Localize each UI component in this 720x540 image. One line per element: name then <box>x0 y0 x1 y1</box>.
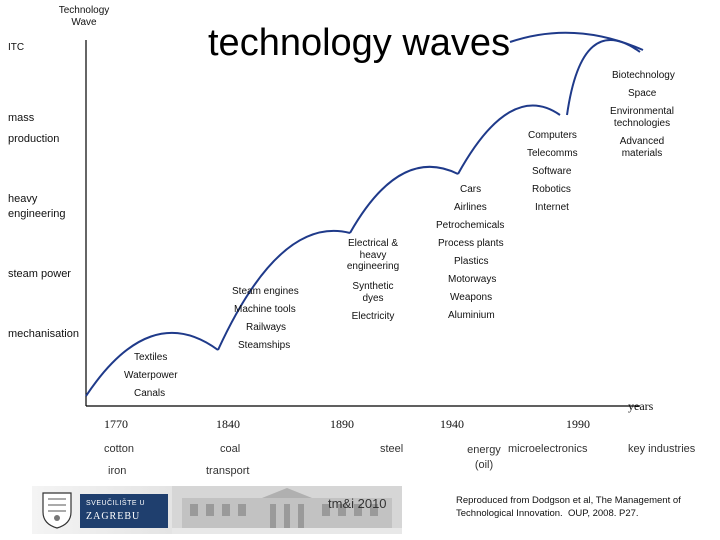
wave5-robotics: Robotics <box>532 184 571 195</box>
wave3-synthetic-dyes: Synthetic dyes <box>352 281 394 304</box>
year-1940: 1940 <box>440 417 464 431</box>
wave5-internet: Internet <box>535 202 569 213</box>
wave4-cars: Cars <box>460 184 482 195</box>
source-citation: Reproduced from Dodgson et al, The Manag… <box>456 495 681 519</box>
x-axis-title: years <box>628 399 654 413</box>
level-mechanisation: mechanisation <box>8 328 79 340</box>
wave6-environmental-technologies: Environmental technologies <box>610 106 674 129</box>
industry-iron: iron <box>108 465 127 477</box>
wave-2-curve <box>217 229 351 351</box>
wave4-petrochemicals: Petrochemicals <box>436 220 505 231</box>
industry-transport: transport <box>206 465 250 477</box>
level-heavy-engineering: heavy engineering <box>8 193 66 220</box>
industry-coal: coal <box>220 443 241 455</box>
year-1770: 1770 <box>104 417 128 431</box>
wave2-steam-engines: Steam engines <box>232 286 299 297</box>
wave2-steamships: Steamships <box>238 340 291 351</box>
wave2-railways: Railways <box>246 322 287 333</box>
wave5-computers: Computers <box>528 130 577 141</box>
industry-cotton: cotton <box>104 443 134 455</box>
wave3-electrical: Electrical & heavy engineering <box>346 238 400 272</box>
itc-label: ITC <box>8 42 25 53</box>
wave6-advanced-materials: Advanced materials <box>619 136 665 159</box>
y-axis-title: Technology Wave <box>58 5 110 28</box>
wave-3-curve <box>349 165 459 234</box>
industry-steel: steel <box>380 443 404 455</box>
university-name-line1: SVEUČILIŠTE U <box>86 500 146 507</box>
university-name-line2: ZAGREBU <box>86 511 141 522</box>
wave5-telecomms: Telecomms <box>527 148 578 159</box>
wave4-plastics: Plastics <box>454 256 489 267</box>
year-1990: 1990 <box>566 417 590 431</box>
page-title: technology waves <box>208 22 511 64</box>
level-steam-power: steam power <box>8 268 71 280</box>
university-building-image <box>172 486 402 534</box>
wave-1-curve <box>85 331 219 397</box>
wave3-electricity: Electricity <box>351 311 395 322</box>
university-crest-icon <box>42 492 72 529</box>
key-industries-label: key industries <box>628 443 696 455</box>
wave4-aluminium: Aluminium <box>448 310 495 321</box>
year-1890: 1890 <box>330 417 354 431</box>
wave-4-curve <box>457 104 561 175</box>
industry-microelectronics: microelectronics <box>508 443 588 455</box>
wave1-waterpower: Waterpower <box>124 370 178 381</box>
wave4-process-plants: Process plants <box>438 238 504 249</box>
wave1-canals: Canals <box>134 388 166 399</box>
wave5-software: Software <box>532 166 572 177</box>
wave4-airlines: Airlines <box>454 202 487 213</box>
year-1840: 1840 <box>216 417 240 431</box>
wave1-textiles: Textiles <box>134 352 168 363</box>
wave2-machine-tools: Machine tools <box>234 304 296 315</box>
wave4-motorways: Motorways <box>448 274 497 285</box>
course-label: tm&i 2010 <box>328 496 387 511</box>
wave-5-curve <box>509 31 644 51</box>
university-logo-banner: SVEUČILIŠTE U ZAGREBU <box>32 486 402 534</box>
wave6-biotechnology: Biotechnology <box>612 70 675 81</box>
industry-energy-oil: energy (oil) <box>467 444 501 472</box>
wave4-weapons: Weapons <box>450 292 493 303</box>
wave-6-curve <box>566 39 641 116</box>
wave6-space: Space <box>628 88 657 99</box>
university-name-box: SVEUČILIŠTE U ZAGREBU <box>80 494 168 528</box>
level-mass-production: mass production <box>8 112 60 145</box>
